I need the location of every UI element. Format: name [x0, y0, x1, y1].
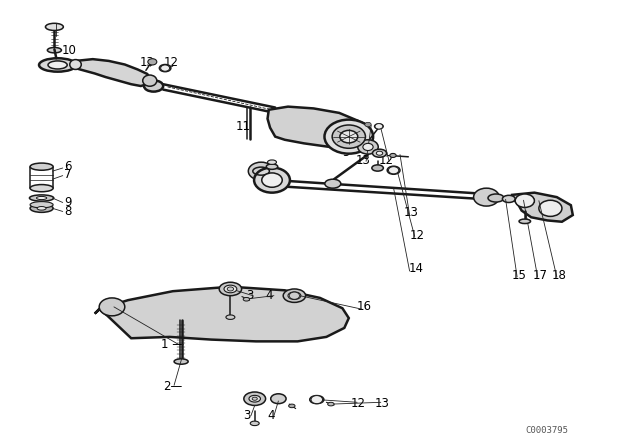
Text: 13: 13 [355, 154, 370, 167]
Text: 12: 12 [379, 154, 394, 167]
Ellipse shape [143, 75, 157, 86]
Ellipse shape [226, 315, 235, 319]
Ellipse shape [174, 359, 188, 364]
Polygon shape [95, 287, 349, 341]
Ellipse shape [310, 396, 324, 404]
Text: 2—: 2— [163, 379, 182, 393]
Ellipse shape [159, 65, 171, 72]
Text: 1 —: 1 — [161, 337, 184, 351]
Ellipse shape [374, 124, 383, 129]
Circle shape [515, 194, 534, 207]
Ellipse shape [372, 149, 387, 157]
Circle shape [340, 130, 358, 143]
Circle shape [262, 173, 282, 187]
Ellipse shape [252, 397, 257, 401]
Circle shape [324, 120, 373, 154]
Text: 3: 3 [246, 289, 254, 302]
Ellipse shape [502, 195, 515, 202]
Text: 3: 3 [243, 409, 251, 422]
Circle shape [365, 122, 371, 127]
Text: 4: 4 [268, 409, 275, 422]
Circle shape [254, 168, 290, 193]
Text: 12: 12 [410, 228, 424, 242]
Ellipse shape [47, 47, 61, 53]
Ellipse shape [48, 61, 67, 69]
Ellipse shape [30, 204, 53, 212]
Ellipse shape [45, 23, 63, 30]
Ellipse shape [376, 151, 383, 155]
Ellipse shape [249, 395, 260, 402]
Ellipse shape [29, 195, 54, 201]
Ellipse shape [516, 196, 534, 206]
Ellipse shape [266, 164, 278, 169]
Ellipse shape [372, 165, 383, 171]
Ellipse shape [30, 163, 53, 170]
Text: 17: 17 [532, 268, 547, 282]
Ellipse shape [39, 58, 76, 72]
Ellipse shape [289, 404, 295, 408]
Circle shape [474, 188, 499, 206]
Circle shape [161, 65, 170, 71]
Polygon shape [76, 59, 150, 86]
Text: 16: 16 [357, 300, 372, 314]
Ellipse shape [488, 194, 504, 202]
Text: 15: 15 [512, 268, 527, 282]
Circle shape [289, 292, 300, 299]
Ellipse shape [36, 196, 47, 199]
Text: 13: 13 [374, 396, 389, 410]
Ellipse shape [37, 207, 46, 210]
Ellipse shape [30, 202, 53, 208]
Ellipse shape [224, 285, 237, 293]
Text: 13: 13 [403, 206, 418, 220]
Text: 4: 4 [266, 289, 273, 302]
Text: C0003795: C0003795 [525, 426, 569, 435]
Ellipse shape [144, 80, 163, 92]
Text: 11: 11 [236, 120, 250, 133]
Circle shape [363, 143, 373, 151]
Text: 6: 6 [64, 160, 72, 173]
Text: 7: 7 [64, 168, 72, 181]
Text: 14: 14 [408, 262, 423, 276]
Circle shape [311, 396, 323, 404]
Polygon shape [268, 107, 370, 149]
Circle shape [539, 200, 562, 216]
Text: 18: 18 [552, 268, 566, 282]
Ellipse shape [390, 153, 396, 158]
Ellipse shape [271, 394, 286, 404]
Text: 9: 9 [64, 196, 72, 209]
Ellipse shape [288, 292, 301, 299]
Ellipse shape [227, 287, 234, 291]
Circle shape [148, 59, 157, 65]
Circle shape [248, 162, 274, 180]
Ellipse shape [519, 219, 531, 224]
Circle shape [358, 140, 378, 154]
Ellipse shape [328, 402, 334, 406]
Ellipse shape [219, 282, 241, 296]
Ellipse shape [243, 297, 250, 301]
Circle shape [99, 298, 125, 316]
Text: 8: 8 [64, 205, 72, 218]
Ellipse shape [325, 179, 341, 188]
Circle shape [332, 125, 365, 148]
Ellipse shape [244, 392, 266, 405]
Circle shape [388, 167, 399, 174]
Ellipse shape [70, 60, 81, 69]
Text: 13: 13 [140, 56, 154, 69]
Text: 12: 12 [163, 56, 178, 69]
Text: 12: 12 [351, 396, 365, 410]
Ellipse shape [268, 160, 276, 164]
Text: 10: 10 [61, 43, 76, 57]
Circle shape [375, 124, 383, 129]
Polygon shape [512, 193, 573, 222]
Ellipse shape [387, 166, 400, 174]
Ellipse shape [284, 289, 306, 302]
Ellipse shape [250, 421, 259, 426]
Ellipse shape [30, 185, 53, 192]
Text: 5: 5 [342, 146, 350, 159]
